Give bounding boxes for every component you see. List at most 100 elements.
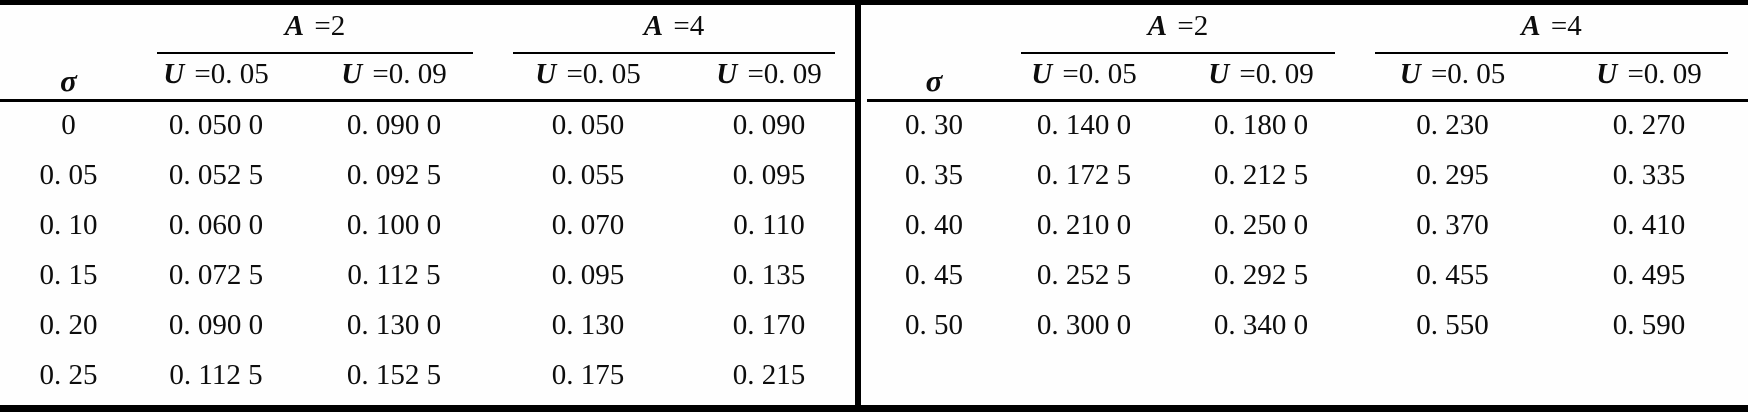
sub-header-u009-a2: U =0. 09: [295, 54, 493, 100]
group-symbol: A: [1147, 10, 1168, 42]
table-row: 0. 30 0. 140 0 0. 180 0 0. 230 0. 270: [867, 100, 1748, 150]
value-cell: 0. 095: [732, 158, 806, 191]
value-cell: 0. 090 0: [346, 109, 442, 142]
value-cell: 0. 170: [732, 308, 806, 341]
left-table-body: 0 0. 050 0 0. 090 0 0. 050 0. 090 0. 05 0. 052…: [0, 100, 855, 400]
u-value: =0. 09: [1232, 57, 1314, 90]
value-cell: 0. 175: [551, 358, 625, 391]
value-cell: 0. 252 5: [1036, 258, 1132, 291]
table-row: 0. 20 0. 090 0 0. 130 0 0. 130 0. 170: [0, 300, 855, 350]
group-label: A =2: [1021, 10, 1336, 54]
group-symbol: A: [643, 10, 664, 42]
value-cell: 0. 050: [551, 109, 625, 142]
value-cell: 0. 370: [1416, 208, 1489, 241]
value-cell: 0. 092 5: [346, 158, 442, 191]
sigma-cell: 0. 05: [39, 158, 98, 191]
table-row: 0. 45 0. 252 5 0. 292 5 0. 455 0. 495: [867, 250, 1748, 300]
sigma-cell: 0. 35: [905, 158, 963, 191]
value-cell: 0. 495: [1612, 258, 1686, 291]
top-rule: [0, 0, 1748, 5]
double-vertical-divider: [855, 0, 861, 412]
sigma-column-header: σ: [925, 62, 943, 98]
sub-header-row: U =0. 05 U =0. 09 U =0. 05 U =0. 09: [0, 54, 855, 100]
value-cell: 0. 052 5: [168, 158, 264, 191]
value-cell: 0. 100 0: [346, 208, 442, 241]
value-cell: 0. 050 0: [168, 109, 264, 142]
value-cell: 0. 180 0: [1213, 109, 1309, 142]
value-cell: 0. 292 5: [1213, 258, 1309, 291]
value-cell: 0. 550: [1416, 308, 1489, 341]
table-row: 0. 50 0. 300 0 0. 340 0 0. 550 0. 590: [867, 300, 1748, 350]
sigma-cell: 0: [61, 109, 76, 142]
group-header-a4: A =4: [1355, 0, 1748, 54]
u-value: =0. 09: [740, 57, 822, 90]
u-symbol: U: [341, 57, 363, 90]
sub-header-u005-a2: U =0. 05: [137, 54, 295, 100]
table-row: 0. 40 0. 210 0 0. 250 0 0. 370 0. 410: [867, 200, 1748, 250]
group-value: =4: [1543, 10, 1582, 42]
value-cell: 0. 215: [732, 358, 806, 391]
group-header-a2: A =2: [1001, 0, 1355, 54]
left-table-header: σ A =2 A =4 U =0. 05 U =0. 09 U =0. 05 U…: [0, 0, 856, 100]
u-symbol: U: [716, 57, 738, 90]
right-table-body: 0. 30 0. 140 0 0. 180 0 0. 230 0. 270 0. 35 0.…: [867, 100, 1748, 350]
value-cell: 0. 140 0: [1036, 109, 1132, 142]
u-symbol: U: [1399, 57, 1421, 90]
right-table: σ A =2 A =4 U =0. 05 U =0. 09 U =0. 05 U…: [867, 0, 1748, 350]
value-cell: 0. 210 0: [1036, 208, 1132, 241]
group-symbol: A: [284, 10, 305, 42]
u-value: =0. 05: [559, 57, 641, 90]
value-cell: 0. 095: [551, 258, 625, 291]
sigma-cell: 0. 15: [39, 258, 98, 291]
sub-header-u009-a4: U =0. 09: [683, 54, 855, 100]
group-header-a4: A =4: [493, 0, 855, 54]
right-table-header: σ A =2 A =4 U =0. 05 U =0. 09 U =0. 05 U…: [867, 0, 1748, 100]
group-value: =2: [307, 10, 346, 42]
group-label: A =4: [1375, 10, 1729, 54]
sigma-cell: 0. 10: [39, 208, 98, 241]
group-header-row: σ A =2 A =4: [867, 0, 1748, 98]
value-cell: 0. 250 0: [1213, 208, 1309, 241]
u-symbol: U: [1031, 57, 1053, 90]
value-cell: 0. 072 5: [168, 258, 264, 291]
u-value: =0. 05: [1055, 57, 1137, 90]
table-row: 0. 35 0. 172 5 0. 212 5 0. 295 0. 335: [867, 150, 1748, 200]
u-value: =0. 09: [365, 57, 447, 90]
group-value: =2: [1170, 10, 1209, 42]
value-cell: 0. 230: [1416, 109, 1489, 142]
u-symbol: U: [163, 57, 185, 90]
u-symbol: U: [1208, 57, 1230, 90]
value-cell: 0. 060 0: [168, 208, 264, 241]
value-cell: 0. 055: [551, 158, 625, 191]
value-cell: 0. 130: [551, 308, 625, 341]
value-cell: 0. 110: [733, 208, 805, 241]
sub-header-row: U =0. 05 U =0. 09 U =0. 05 U =0. 09: [867, 54, 1748, 100]
table-row: 0. 25 0. 112 5 0. 152 5 0. 175 0. 215: [0, 350, 855, 400]
u-value: =0. 09: [1620, 57, 1702, 90]
value-cell: 0. 152 5: [346, 358, 442, 391]
value-cell: 0. 295: [1416, 158, 1489, 191]
sigma-cell: 0. 50: [905, 308, 963, 341]
table-row: 0. 10 0. 060 0 0. 100 0 0. 070 0. 110: [0, 200, 855, 250]
group-header-a2: A =2: [137, 0, 493, 54]
u-symbol: U: [1596, 57, 1618, 90]
sub-header-u009-a4: U =0. 09: [1550, 54, 1748, 100]
value-cell: 0. 172 5: [1036, 158, 1132, 191]
value-cell: 0. 112 5: [169, 358, 263, 391]
value-cell: 0. 090: [732, 109, 806, 142]
value-cell: 0. 340 0: [1213, 308, 1309, 341]
sigma-cell: 0. 20: [39, 308, 98, 341]
sub-header-u005-a4: U =0. 05: [1355, 54, 1550, 100]
value-cell: 0. 090 0: [168, 308, 264, 341]
group-label: A =2: [157, 10, 474, 54]
value-cell: 0. 270: [1612, 109, 1686, 142]
value-cell: 0. 112 5: [347, 258, 441, 291]
left-table: σ A =2 A =4 U =0. 05 U =0. 09 U =0. 05 U…: [0, 0, 856, 400]
sub-header-u009-a2: U =0. 09: [1167, 54, 1355, 100]
sigma-cell: 0. 45: [905, 258, 963, 291]
sigma-cell: 0. 40: [905, 208, 963, 241]
value-cell: 0. 300 0: [1036, 308, 1132, 341]
value-cell: 0. 335: [1612, 158, 1686, 191]
sub-header-u005-a4: U =0. 05: [493, 54, 683, 100]
